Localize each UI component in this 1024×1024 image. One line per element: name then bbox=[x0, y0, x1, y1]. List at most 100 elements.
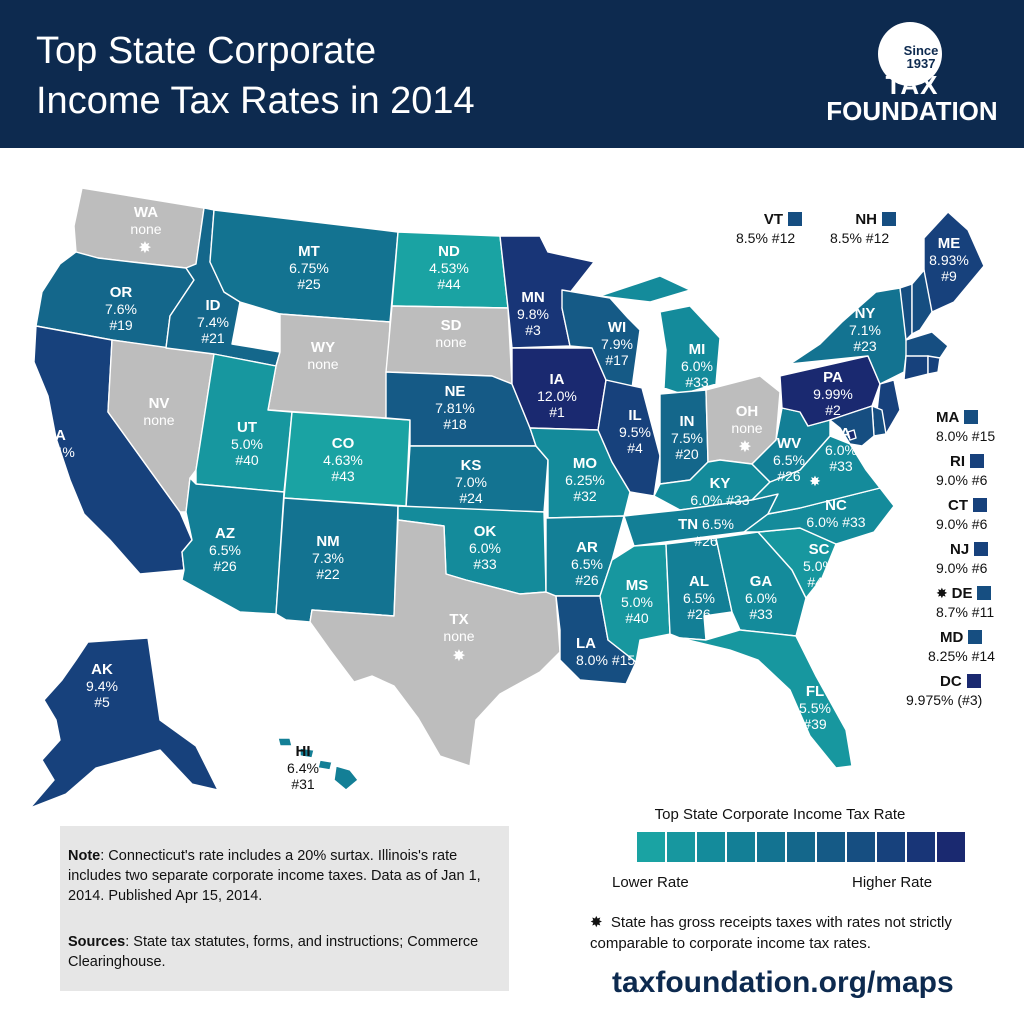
side-de-gross-icon: ✸ bbox=[936, 585, 948, 601]
label-mi-abbr: MI bbox=[688, 341, 706, 358]
label-nd: ND 4.53% #44 bbox=[424, 244, 474, 293]
side-nj-text: 9.0% #6 bbox=[936, 560, 988, 576]
label-oh-rate: none bbox=[731, 420, 763, 436]
label-al: AL 6.5% #26 bbox=[674, 574, 724, 623]
label-wi-abbr: WI bbox=[607, 319, 627, 336]
state-ak bbox=[29, 637, 219, 809]
label-sd-rate: none bbox=[435, 334, 467, 350]
label-in-rate: 7.5% bbox=[671, 430, 703, 446]
label-ga-rank: #33 bbox=[749, 606, 773, 622]
label-sd: SD none bbox=[426, 318, 476, 351]
gross-receipts-text: State has gross receipts taxes with rate… bbox=[590, 914, 952, 952]
side-ma-abbr: MA bbox=[936, 409, 960, 426]
label-wy-rate: none bbox=[307, 356, 339, 372]
label-ne: NE 7.81% #18 bbox=[430, 384, 480, 433]
side-label-ct: CT 9.0% #6 bbox=[936, 496, 987, 533]
label-az-rate: 6.5% bbox=[209, 542, 241, 558]
page-title-line-1: Top State Corporate bbox=[36, 30, 377, 72]
label-la: LA 8.0% #15 bbox=[576, 636, 646, 669]
legend-title: Top State Corporate Income Tax Rate bbox=[654, 806, 906, 823]
label-tn-abbr: TN bbox=[678, 516, 699, 533]
side-dc-text: 9.975% (#3) bbox=[906, 692, 983, 708]
label-co: CO 4.63% #43 bbox=[318, 435, 368, 485]
label-ia-rate: 12.0% bbox=[537, 388, 577, 404]
note-text: : Connecticut's rate includes a 20% surt… bbox=[68, 848, 481, 904]
side-ma-swatch bbox=[964, 410, 979, 424]
side-label-ri: RI 9.0% #6 bbox=[936, 452, 987, 489]
label-wa-abbr: WA bbox=[133, 204, 159, 221]
label-ky-rank: #33 bbox=[726, 492, 750, 508]
label-wv-rank: #26 bbox=[777, 468, 801, 484]
label-al-rank: #26 bbox=[687, 606, 711, 622]
label-ca-rate: 8.84% bbox=[35, 444, 75, 460]
label-il-abbr: IL bbox=[628, 407, 642, 424]
legend-swatch bbox=[907, 832, 935, 862]
label-mt: MT 6.75% #25 bbox=[284, 243, 334, 293]
label-in-rank: #20 bbox=[675, 446, 699, 462]
state-ks bbox=[405, 445, 549, 513]
state-mi bbox=[599, 275, 721, 395]
side-vt-abbr: VT bbox=[763, 211, 783, 228]
side-dc-swatch bbox=[966, 674, 981, 688]
gross-receipts-marker-va: ✸ bbox=[809, 473, 821, 489]
label-ms-rank: #40 bbox=[625, 610, 649, 626]
label-ut: UT 5.0% #40 bbox=[222, 419, 272, 469]
label-id-rank: #21 bbox=[201, 330, 225, 346]
logo-since-text: Since 1937 bbox=[903, 43, 939, 71]
label-mt-rank: #25 bbox=[297, 276, 321, 292]
label-or-abbr: OR bbox=[109, 284, 133, 301]
label-co-abbr: CO bbox=[331, 435, 355, 452]
label-co-rate: 4.63% bbox=[323, 452, 363, 468]
state-dc bbox=[847, 429, 857, 441]
label-wv-rate: 6.5% bbox=[773, 452, 805, 468]
label-mt-abbr: MT bbox=[298, 243, 320, 260]
side-label-de: ✸ DE 8.7% #11 bbox=[936, 584, 994, 621]
legend-swatch bbox=[817, 832, 845, 862]
label-ny-rank: #23 bbox=[853, 338, 877, 354]
label-oh: OH none bbox=[722, 404, 772, 437]
label-mi: MI 6.0% #33 bbox=[672, 341, 722, 391]
capitol-dome-icon bbox=[878, 22, 942, 86]
tax-foundation-logo: Since 1937 TAX FOUNDATION bbox=[826, 22, 998, 134]
label-nc-abbr: NC bbox=[825, 497, 847, 514]
label-id: ID 7.4% #21 bbox=[188, 297, 238, 347]
label-id-rate: 7.4% bbox=[197, 314, 229, 330]
label-wi-rank: #17 bbox=[605, 352, 629, 368]
page-title-line-2: Income Tax Rates in 2014 bbox=[36, 80, 475, 122]
label-ny-rate: 7.1% bbox=[849, 322, 881, 338]
side-label-dc: DC 9.975% (#3) bbox=[906, 672, 982, 709]
legend-swatch bbox=[847, 832, 875, 862]
label-ms: MS 5.0% #40 bbox=[612, 577, 662, 627]
label-mn-rank: #3 bbox=[525, 322, 541, 338]
gross-receipts-marker-wa: ✸ bbox=[138, 240, 151, 257]
state-md bbox=[829, 405, 875, 447]
label-sc-rate: 5.0% bbox=[803, 558, 835, 574]
side-de-text: 8.7% #11 bbox=[936, 604, 995, 620]
label-ut-abbr: UT bbox=[237, 419, 257, 436]
label-sc: SC 5.0% #40 bbox=[794, 542, 844, 591]
label-va-rate: 6.0% bbox=[825, 442, 857, 458]
label-ne-rate: 7.81% bbox=[435, 400, 475, 416]
legend-swatch bbox=[697, 832, 725, 862]
label-ga: GA 6.0% #33 bbox=[736, 574, 786, 623]
label-ia: IA 12.0% #1 bbox=[532, 372, 582, 421]
label-me-rank: #9 bbox=[941, 268, 957, 284]
label-ak-rank: #5 bbox=[94, 694, 110, 710]
label-wi: WI 7.9% #17 bbox=[592, 319, 642, 369]
label-az: AZ 6.5% #26 bbox=[200, 526, 250, 575]
label-id-abbr: ID bbox=[205, 297, 221, 314]
label-ky: KY 6.0% #33 bbox=[680, 476, 760, 509]
gross-receipts-marker-oh: ✸ bbox=[738, 439, 751, 456]
label-wv-abbr: WV bbox=[776, 435, 802, 452]
label-ks-abbr: KS bbox=[460, 457, 482, 474]
label-ca-abbr: CA bbox=[44, 427, 66, 444]
footer-url-link[interactable]: taxfoundation.org/maps bbox=[612, 966, 954, 999]
label-ms-abbr: MS bbox=[625, 577, 649, 594]
label-hi-rank: #31 bbox=[291, 776, 315, 792]
state-ct bbox=[903, 355, 929, 381]
label-wy: WY none bbox=[298, 340, 348, 373]
label-tx-abbr: TX bbox=[449, 611, 469, 628]
label-or-rank: #19 bbox=[109, 317, 133, 333]
state-il bbox=[597, 379, 661, 497]
